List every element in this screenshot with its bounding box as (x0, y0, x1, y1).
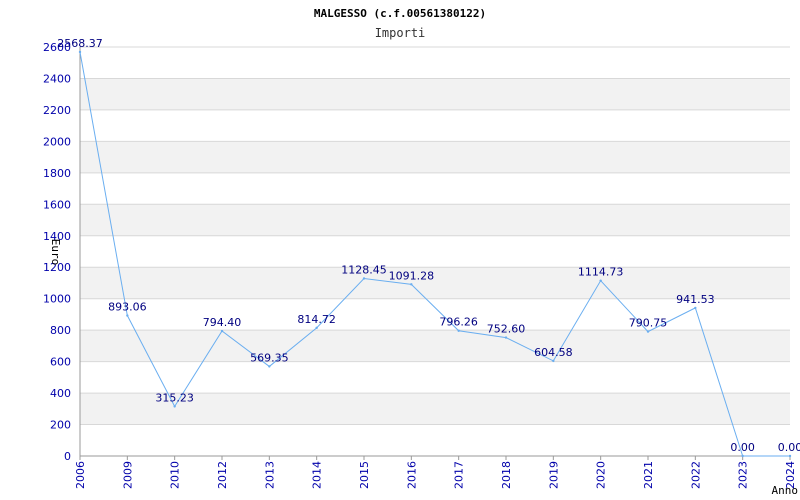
data-label: 893.06 (108, 301, 147, 314)
data-point (78, 50, 82, 54)
chart-subtitle: Importi (375, 26, 426, 40)
data-label: 794.40 (203, 316, 242, 329)
grid-band (80, 267, 790, 299)
y-tick-label: 1000 (43, 293, 71, 306)
data-point (315, 326, 318, 330)
data-label: 1091.28 (389, 269, 435, 282)
data-label: 1114.73 (578, 266, 624, 279)
x-tick-label: 2009 (121, 461, 134, 489)
data-point (173, 405, 176, 408)
data-labels: 2568.37 893.06 315.23 794.40 569.35 814.72 112… (57, 37, 800, 454)
series-line (78, 50, 792, 458)
data-label: 1128.45 (341, 263, 387, 276)
data-point (552, 359, 555, 363)
data-label: 790.75 (629, 317, 668, 330)
x-tick-label: 2015 (358, 461, 371, 489)
y-tick-labels: 0 200 400 600 800 1000 1200 1400 1600 1800 2000 220… (43, 41, 71, 463)
x-tick-label: 2023 (737, 461, 750, 489)
data-point (126, 314, 129, 317)
data-label: 752.60 (487, 323, 526, 336)
y-tick-label: 800 (50, 324, 71, 337)
y-tick-label: 2000 (43, 135, 71, 148)
series-polyline (79, 51, 790, 457)
data-point (268, 365, 271, 368)
data-point (788, 454, 792, 458)
data-point (694, 306, 697, 310)
data-point (457, 329, 460, 332)
data-label: 0.00 (730, 441, 755, 454)
grid-band (80, 78, 790, 110)
y-tick-label: 200 (50, 419, 71, 432)
x-tick-label: 2022 (689, 461, 702, 489)
data-point (362, 277, 366, 280)
x-tick-label: 2020 (595, 461, 608, 489)
y-tick-label: 2600 (43, 41, 71, 54)
x-tick-label: 2019 (547, 461, 560, 489)
data-label: 814.72 (297, 313, 336, 326)
x-tick-label: 2017 (453, 461, 466, 489)
x-tick-label: 2016 (405, 461, 418, 489)
data-label: 604.58 (534, 346, 573, 359)
grid-band (80, 141, 790, 173)
data-label: 941.53 (676, 293, 715, 306)
x-tick-label: 2014 (311, 461, 324, 489)
grid-band (80, 330, 790, 362)
data-point (646, 330, 650, 333)
data-label: 569.35 (250, 351, 289, 364)
x-tick-label: 2006 (74, 461, 87, 489)
y-tick-label: 1800 (43, 167, 71, 180)
x-tick-label: 2012 (216, 461, 229, 489)
y-tick-label: 400 (50, 387, 71, 400)
chart-title: MALGESSO (c.f.00561380122) (314, 7, 486, 20)
x-tick-label: 2024 (784, 461, 797, 489)
data-label: 2568.37 (57, 37, 103, 50)
data-point (220, 329, 224, 333)
y-axis-label: Euro (49, 239, 62, 266)
x-tick-label: 2010 (169, 461, 182, 489)
x-tick-labels: 2006 2009 2010 2012 2013 2014 2015 2016 2017 2018… (74, 456, 797, 489)
x-tick-label: 2013 (263, 461, 276, 489)
x-tick-label: 2018 (500, 461, 513, 489)
data-point (504, 336, 508, 339)
grid-band (80, 204, 790, 236)
grid-bands (80, 46, 790, 426)
y-tick-label: 1200 (43, 261, 71, 274)
y-tick-label: 2400 (43, 72, 71, 85)
axes (79, 47, 790, 457)
y-tick-label: 1600 (43, 198, 71, 211)
data-point (741, 454, 744, 458)
data-label: 0.00 (778, 441, 800, 454)
y-tick-label: 600 (50, 356, 71, 369)
x-axis-label: Anno (772, 484, 799, 497)
data-point (599, 279, 602, 282)
data-label: 315.23 (155, 391, 194, 404)
y-tick-label: 0 (64, 450, 71, 463)
data-point (410, 283, 413, 286)
y-tick-label: 2200 (43, 104, 71, 117)
data-label: 796.26 (439, 316, 478, 329)
y-tick-label: 1400 (43, 230, 71, 243)
x-tick-label: 2021 (642, 461, 655, 489)
grid-band (80, 393, 790, 425)
